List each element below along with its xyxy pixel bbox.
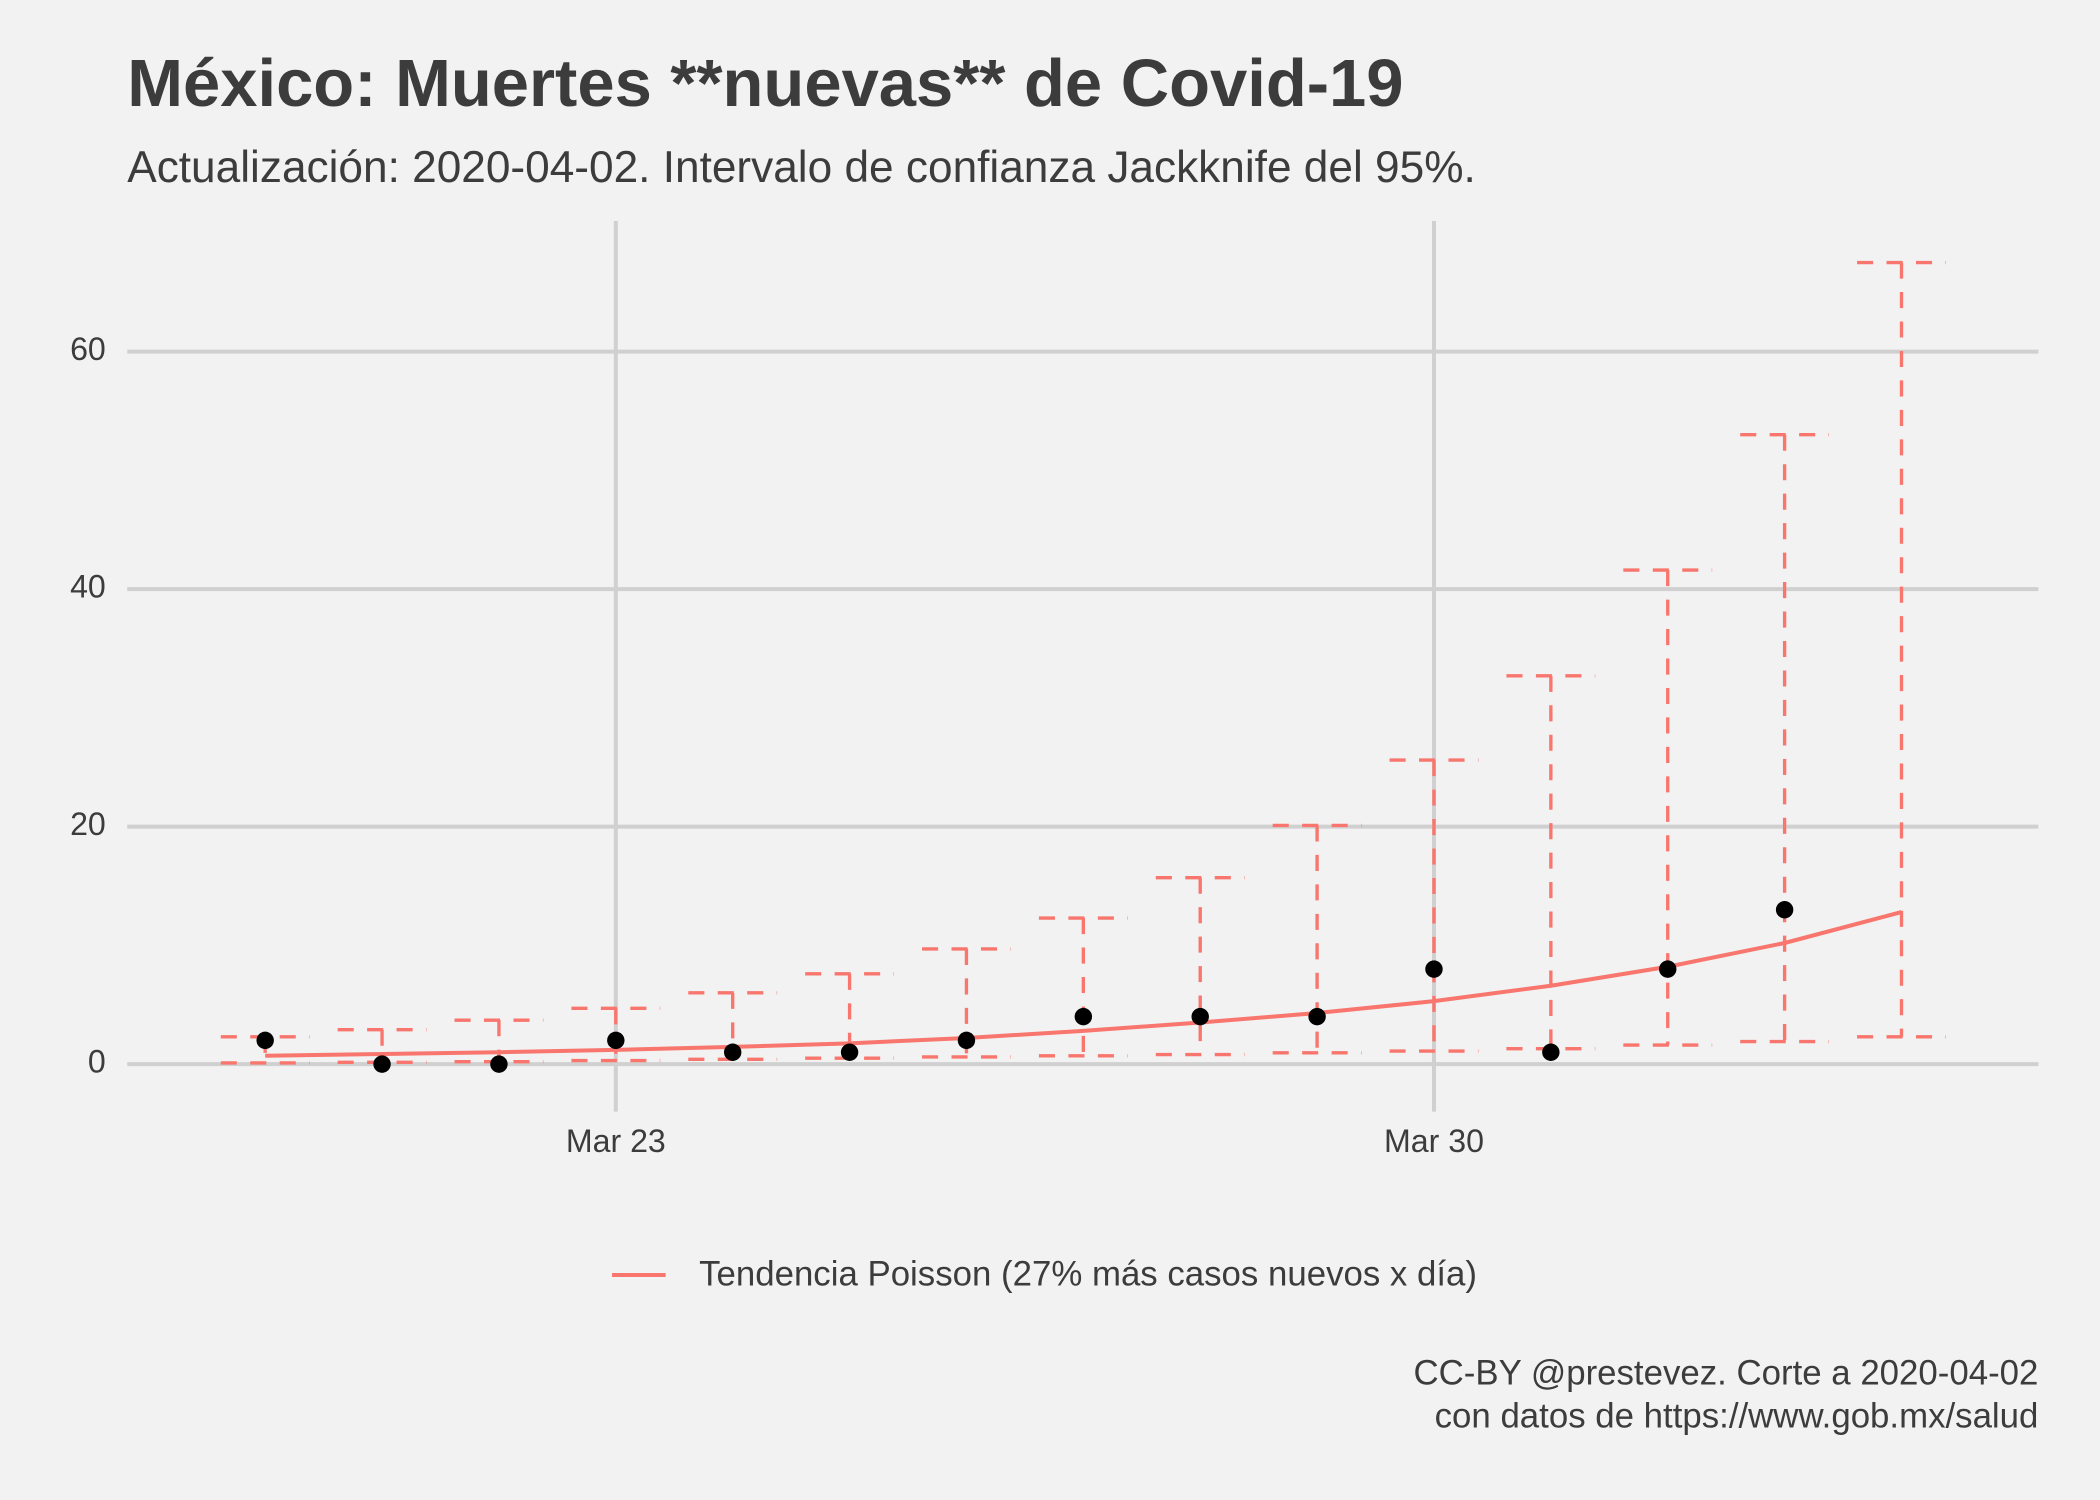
- data-point: [1659, 960, 1677, 978]
- data-point: [1425, 960, 1443, 978]
- chart-subtitle: Actualización: 2020-04-02. Intervalo de …: [127, 143, 1476, 192]
- error-bar: [1740, 433, 1830, 1044]
- data-point: [723, 1043, 742, 1061]
- trend-line: [265, 910, 1903, 1058]
- data-point: [840, 1043, 859, 1061]
- data-point: [607, 1031, 625, 1050]
- y-tick-label: 40: [70, 569, 106, 605]
- x-tick-label: Mar 30: [1384, 1123, 1484, 1159]
- data-point: [1074, 1007, 1093, 1026]
- data-point: [1775, 901, 1794, 919]
- error-bar: [1038, 916, 1128, 1058]
- caption: con datos de https://www.gob.mx/salud: [1435, 1397, 2039, 1436]
- data-point: [1308, 1007, 1326, 1026]
- chart-title: México: Muertes **nuevas** de Covid-19: [127, 46, 1403, 121]
- y-tick-label: 60: [70, 331, 106, 367]
- data-point: [490, 1055, 508, 1073]
- data-point: [1542, 1043, 1560, 1061]
- data-point: [957, 1031, 976, 1050]
- error-bar: [1857, 260, 1946, 1039]
- data-point: [1191, 1007, 1209, 1026]
- data-point: [373, 1055, 391, 1073]
- data-point: [256, 1031, 274, 1050]
- y-tick-label: 20: [70, 806, 106, 842]
- caption: CC-BY @prestevez. Corte a 2020-04-02: [1414, 1354, 2039, 1393]
- y-tick-label: 0: [88, 1044, 106, 1080]
- x-tick-label: Mar 23: [566, 1123, 666, 1159]
- legend-label: Tendencia Poisson (27% más casos nuevos …: [699, 1255, 1477, 1294]
